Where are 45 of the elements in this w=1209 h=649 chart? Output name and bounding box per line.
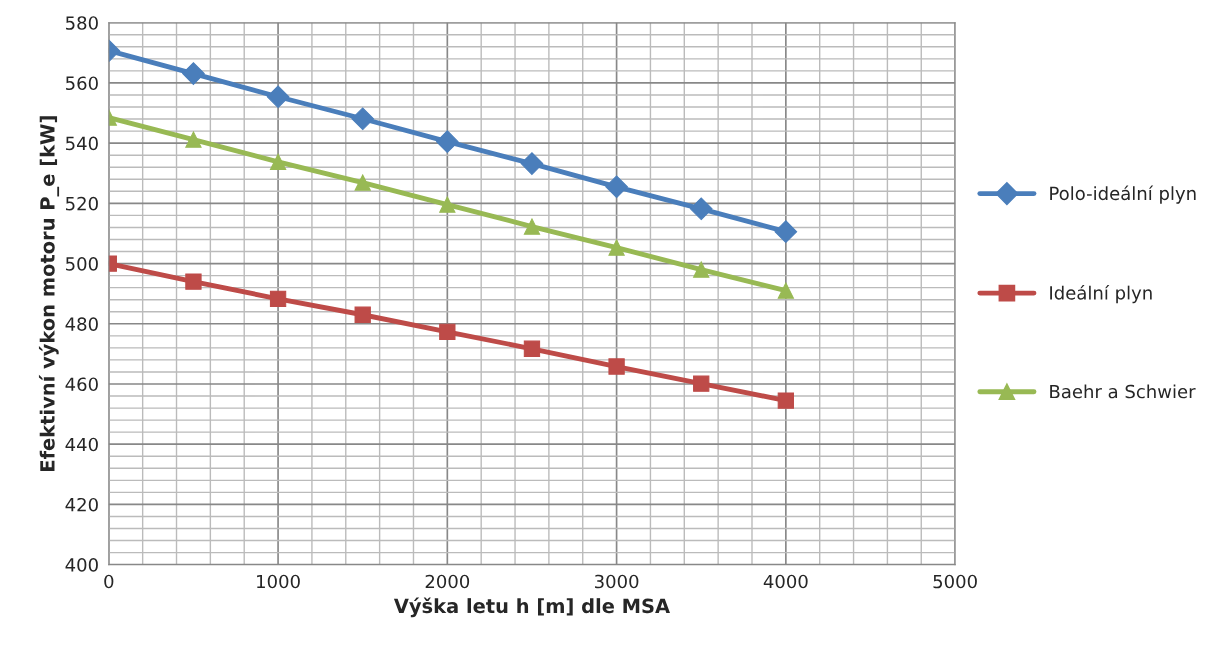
- point: [777, 392, 795, 409]
- legend-label: Baehr a Schwier: [1050, 384, 1196, 399]
- point: [520, 152, 544, 175]
- point: [185, 131, 202, 148]
- x-tick-label: 0: [104, 574, 114, 589]
- point: [354, 306, 371, 323]
- y-tick-label: 520: [66, 196, 98, 211]
- y-axis-title: Efektivní výkon motoru P_e [kW]: [38, 116, 60, 471]
- point: [605, 175, 628, 199]
- x-tick-label: 1000: [257, 574, 300, 589]
- point: [436, 130, 459, 153]
- point: [608, 358, 625, 375]
- point: [689, 197, 713, 221]
- y-tick-label: 400: [65, 558, 98, 572]
- point: [523, 340, 541, 357]
- point: [269, 153, 287, 170]
- y-tick-label: 580: [66, 16, 98, 30]
- point: [439, 196, 456, 213]
- legend-label: Polo-ideální plyn: [1050, 185, 1196, 204]
- y-tick-label: 420: [65, 497, 98, 512]
- point: [777, 282, 795, 299]
- point: [354, 174, 371, 191]
- point: [693, 261, 710, 278]
- point: [608, 239, 625, 256]
- point: [266, 85, 290, 109]
- y-tick-label: 540: [66, 136, 98, 151]
- x-tick-label: 4000: [763, 574, 808, 589]
- point: [439, 323, 456, 341]
- x-tick-label: 5000: [933, 574, 977, 589]
- y-tick-label: 500: [66, 257, 98, 271]
- point: [523, 218, 541, 235]
- x-axis-title: Výška letu h [m] dle MSA: [393, 597, 670, 618]
- y-tick-label: 440: [65, 437, 98, 452]
- point: [693, 375, 710, 392]
- point: [351, 107, 375, 131]
- point: [182, 62, 205, 85]
- point: [774, 220, 798, 243]
- legend-label: Ideální plyn: [1050, 284, 1152, 304]
- y-tick-label: 480: [65, 317, 98, 331]
- y-tick-label: 460: [65, 377, 98, 392]
- point: [269, 290, 287, 307]
- y-tick-label: 560: [66, 76, 98, 91]
- point: [185, 273, 202, 290]
- x-tick-label: 3000: [594, 574, 639, 589]
- x-tick-label: 2000: [425, 574, 470, 589]
